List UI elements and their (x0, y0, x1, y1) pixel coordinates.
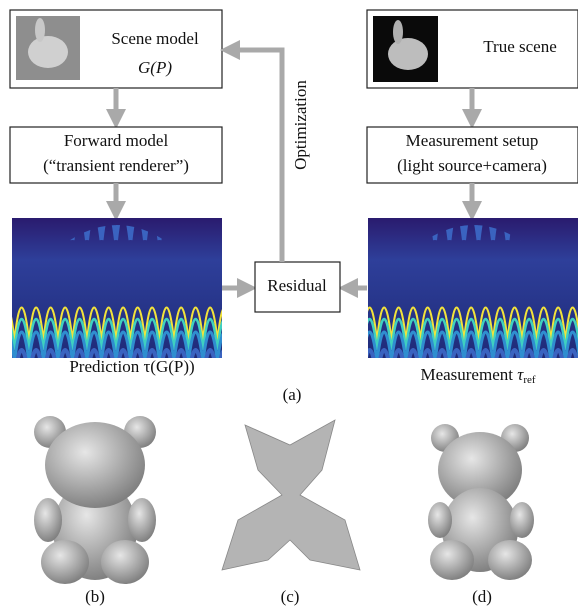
true-scene-title: True scene (483, 37, 557, 56)
panel-label: (d) (472, 587, 492, 606)
forward-model-line1: Forward model (64, 131, 169, 150)
teddy-c (222, 420, 360, 570)
scene-model-formula: G(P) (138, 58, 172, 77)
bunny-ear (393, 20, 403, 44)
residual-label: Residual (267, 276, 327, 295)
teddy-d (428, 424, 534, 580)
measurement-text: Measurement (420, 365, 513, 384)
measurement-subscript: ref (523, 374, 536, 386)
bunny-ear (35, 18, 45, 42)
optimization-arrow (229, 50, 282, 262)
panel-label: (b) (85, 587, 105, 606)
prediction-caption: Prediction τ(G(P)) (69, 357, 194, 376)
teddy-b (34, 416, 156, 584)
optimization-label: Optimization (291, 80, 310, 170)
measurement-caption: Measurement τref (420, 365, 535, 386)
scene-model-title: Scene model (111, 29, 199, 48)
bunny-shape (28, 36, 68, 68)
panel-label: (c) (281, 587, 300, 606)
measurement-setup-line2: (light source+camera) (397, 156, 547, 175)
panel-label: (a) (283, 385, 302, 404)
measurement-setup-line1: Measurement setup (406, 131, 539, 150)
diagram: Scene model G(P) Forward model (“transie… (0, 0, 578, 611)
forward-model-line2: (“transient renderer”) (43, 156, 189, 175)
bunny-shape (388, 38, 428, 70)
